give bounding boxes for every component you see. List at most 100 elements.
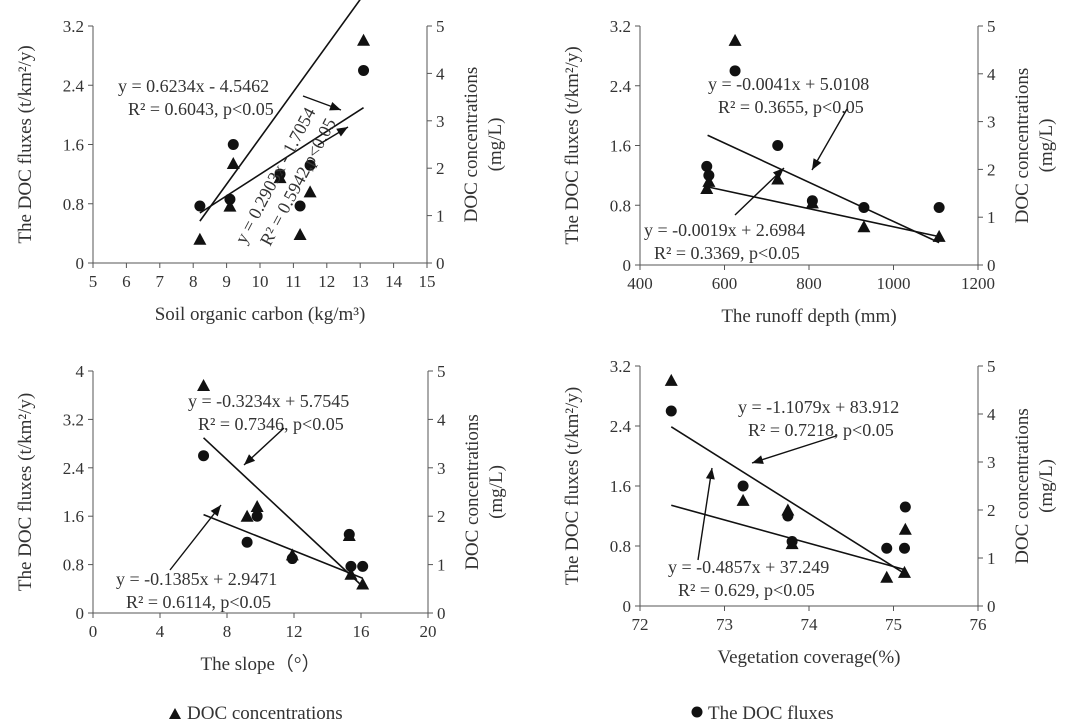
y-right-tick-label: 2	[436, 159, 445, 178]
x-tick-label: 1200	[961, 274, 995, 293]
equation-label: y = -0.1385x + 2.9471 R² = 0.6114, p<0.05	[116, 569, 277, 612]
x-tick-label: 400	[627, 274, 653, 293]
y-left-tick-label: 1.6	[610, 477, 631, 496]
equation-label: y = -1.1079x + 83.912 R² = 0.7218, p<0.05	[738, 397, 899, 440]
doc-flux-point	[665, 405, 677, 417]
doc-concentration-point	[344, 567, 358, 580]
y-right-tick-label: 2	[987, 501, 996, 520]
equation-text: y = -0.4857x + 37.249	[668, 557, 829, 577]
y-left-tick-label: 4	[76, 362, 85, 381]
y-left-tick-label: 1.6	[63, 136, 84, 155]
y-right-tick-label: 3	[987, 113, 996, 132]
r-squared-text: R² = 0.6114, p<0.05	[126, 592, 271, 612]
y-right-tick-label: 3	[436, 112, 445, 131]
x-tick-label: 74	[801, 615, 819, 634]
arrow-head	[244, 454, 256, 465]
chart-panel-2: 400 600 800 1000 120000.81.62.43.2012345The …	[562, 17, 1057, 327]
x-tick-label: 75	[885, 615, 902, 634]
equation-label: y = 0.6234x - 4.5462 R² = 0.6043, p<0.05	[118, 76, 274, 119]
doc-flux-point	[737, 480, 749, 492]
doc-flux-point	[194, 200, 206, 212]
arrow-head	[329, 101, 341, 111]
y-left-tick-label: 0	[623, 597, 632, 616]
trendline-1	[707, 134, 940, 244]
y-axis-right-unit: (mg/L)	[1036, 459, 1057, 513]
y-axis-right-title: DOC concentrations	[1012, 408, 1033, 564]
x-tick-label: 14	[385, 272, 403, 291]
y-right-tick-label: 0	[437, 604, 446, 623]
y-left-tick-label: 2.4	[610, 417, 632, 436]
y-axis-right-title: DOC concentrations	[1012, 68, 1033, 224]
equation-text: y = -0.0041x + 5.0108	[708, 74, 869, 94]
y-left-tick-label: 0	[76, 254, 85, 273]
equation-text: y = -0.1385x + 2.9471	[116, 569, 277, 589]
legend-circle-icon	[691, 706, 703, 718]
y-right-tick-label: 1	[987, 549, 996, 568]
doc-flux-point	[772, 140, 784, 151]
equation-text: y = -1.1079x + 83.912	[738, 397, 899, 417]
r-squared-text: R² = 0.7346, p<0.05	[198, 414, 344, 434]
y-axis-right-title: DOC concentrations	[462, 414, 483, 570]
x-tick-label: 12	[318, 272, 335, 291]
doc-concentration-point	[785, 537, 799, 550]
doc-concentration-point	[736, 493, 750, 506]
x-axis-title: The runoff depth (mm)	[721, 306, 896, 327]
trendline-2	[707, 186, 940, 238]
y-left-tick-label: 3.2	[610, 357, 631, 376]
doc-concentration-point	[293, 228, 307, 241]
y-left-tick-label: 2.4	[63, 76, 85, 95]
trendline-2	[203, 513, 363, 580]
doc-concentration-point	[781, 503, 795, 516]
x-tick-label: 10	[252, 272, 269, 291]
doc-flux-point	[858, 201, 870, 213]
doc-flux-point	[304, 159, 316, 171]
equation-text: y = 0.6234x - 4.5462	[118, 76, 269, 96]
x-tick-label: 72	[632, 615, 649, 634]
x-axis-title: Soil organic carbon (kg/m³)	[155, 304, 366, 325]
doc-concentration-point	[932, 229, 946, 242]
doc-concentration-point	[240, 509, 254, 522]
legend-circle-label: The DOC fluxes	[708, 703, 834, 723]
doc-flux-point	[241, 536, 253, 548]
chart-panel-1: 5 6 7 8 9 10 11 12 13 14 1500.81.62.43.2012345Soil…	[15, 0, 506, 325]
doc-concentration-point	[223, 199, 237, 212]
y-left-tick-label: 3.2	[63, 410, 84, 429]
x-tick-label: 9	[222, 272, 231, 291]
x-tick-label: 6	[122, 272, 131, 291]
y-right-tick-label: 1	[437, 556, 446, 575]
y-right-tick-label: 4	[436, 64, 445, 83]
doc-flux-point	[224, 193, 236, 205]
y-right-tick-label: 0	[436, 254, 445, 273]
trendline-1	[203, 437, 364, 588]
doc-flux-point	[933, 201, 945, 213]
r-squared-text: R² = 0.3369, p<0.05	[654, 243, 800, 263]
x-tick-label: 8	[223, 622, 232, 641]
doc-concentration-point	[356, 577, 370, 590]
y-right-tick-label: 2	[987, 160, 996, 179]
arrow-head	[752, 455, 764, 464]
y-right-tick-label: 5	[987, 17, 996, 36]
doc-flux-point	[227, 139, 239, 150]
doc-concentration-point	[728, 33, 742, 46]
x-tick-label: 1000	[877, 274, 911, 293]
y-right-tick-label: 4	[987, 65, 996, 84]
y-left-tick-label: 0	[76, 604, 85, 623]
legend: DOC concentrations The DOC fluxes	[169, 703, 834, 723]
arrow-head	[210, 505, 221, 517]
y-left-tick-label: 0.8	[63, 195, 84, 214]
doc-concentration-point	[342, 529, 356, 542]
y-left-tick-label: 0	[623, 256, 632, 275]
arrow-head	[772, 168, 784, 179]
y-axis-left-title: The DOC fluxes (t/km²/y)	[15, 45, 36, 243]
y-left-tick-label: 1.6	[610, 137, 631, 156]
arrow-head	[336, 127, 348, 137]
doc-flux-point	[345, 560, 357, 572]
equation-text: y = -0.0019x + 2.6984	[644, 220, 805, 240]
x-tick-label: 13	[352, 272, 369, 291]
doc-concentration-point	[898, 522, 912, 535]
x-tick-label: 16	[353, 622, 370, 641]
doc-concentration-point	[197, 379, 211, 392]
equation-text: y = -0.3234x + 5.7545	[188, 391, 349, 411]
y-right-tick-label: 1	[987, 208, 996, 227]
